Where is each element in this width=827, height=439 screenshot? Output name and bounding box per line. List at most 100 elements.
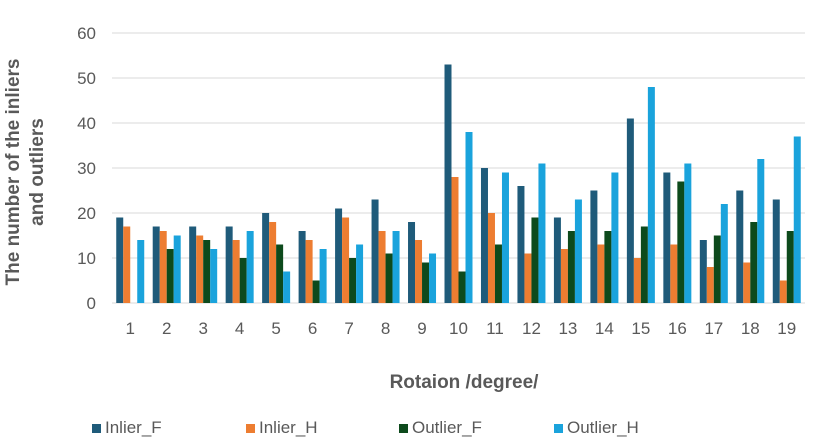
x-tick-label: 9 xyxy=(417,319,426,338)
bar-inlier-h xyxy=(743,262,751,303)
bar-inlier-h xyxy=(415,240,423,303)
y-tick-label: 50 xyxy=(77,69,96,88)
bar-inlier-f xyxy=(152,226,160,303)
y-tick-label: 20 xyxy=(77,204,96,223)
bar-outlier-f xyxy=(458,271,466,303)
y-tick-label: 0 xyxy=(87,294,96,313)
bar-outlier-h xyxy=(611,172,619,303)
bar-outlier-h xyxy=(793,136,801,303)
x-tick-label: 13 xyxy=(558,319,577,338)
bar-outlier-h xyxy=(319,249,327,303)
bar-inlier-f xyxy=(590,190,598,303)
bar-outlier-f xyxy=(750,222,758,303)
y-axis-ticks: 0 10 20 30 40 50 60 xyxy=(77,24,96,313)
bar-outlier-h xyxy=(137,240,145,303)
bar-outlier-f xyxy=(604,231,612,303)
legend-swatch xyxy=(92,424,101,433)
bar-inlier-f xyxy=(408,222,416,303)
bar-inlier-h xyxy=(560,249,568,303)
bar-inlier-h xyxy=(706,267,714,303)
bar-outlier-h xyxy=(538,163,546,303)
x-tick-label: 3 xyxy=(198,319,207,338)
bar-outlier-h xyxy=(574,199,582,303)
bar-outlier-h xyxy=(684,163,692,303)
bar-inlier-h xyxy=(342,217,350,303)
bar-outlier-f xyxy=(531,217,539,303)
bar-outlier-f xyxy=(349,258,357,303)
bar-outlier-h xyxy=(246,231,254,303)
bar-outlier-h xyxy=(283,271,291,303)
bar-inlier-h xyxy=(670,244,678,303)
bar-outlier-f xyxy=(385,253,393,303)
bar-inlier-h xyxy=(524,253,532,303)
bar-inlier-f xyxy=(480,168,488,303)
bar-outlier-f xyxy=(677,181,685,303)
x-tick-label: 4 xyxy=(235,319,244,338)
y-tick-label: 30 xyxy=(77,159,96,178)
bar-outlier-h xyxy=(757,159,765,303)
x-tick-label: 18 xyxy=(741,319,760,338)
bar-inlier-h xyxy=(487,213,495,303)
bar-inlier-f xyxy=(189,226,197,303)
bar-inlier-h xyxy=(196,235,204,303)
bar-inlier-f xyxy=(553,217,561,303)
bar-inlier-f xyxy=(517,186,525,303)
legend-label: Outlier_H xyxy=(567,418,639,437)
bar-outlier-h xyxy=(465,132,473,303)
x-tick-label: 6 xyxy=(308,319,317,338)
y-tick-label: 40 xyxy=(77,114,96,133)
x-tick-label: 12 xyxy=(522,319,541,338)
bar-inlier-f xyxy=(371,199,379,303)
x-tick-label: 11 xyxy=(486,319,504,338)
bar-outlier-h xyxy=(720,204,728,303)
bar-outlier-f xyxy=(567,231,575,303)
bar-inlier-f xyxy=(262,213,270,303)
bar-outlier-h xyxy=(429,253,437,303)
bar-inlier-f xyxy=(663,172,671,303)
bar-inlier-f xyxy=(626,118,634,303)
bar-inlier-h xyxy=(451,177,459,303)
bar-inlier-h xyxy=(305,240,313,303)
bar-outlier-h xyxy=(356,244,364,303)
bar-outlier-f xyxy=(640,226,648,303)
x-tick-label: 10 xyxy=(449,319,468,338)
bar-outlier-f xyxy=(494,244,502,303)
x-tick-label: 19 xyxy=(777,319,796,338)
bar-outlier-f xyxy=(786,231,794,303)
y-tick-label: 60 xyxy=(77,24,96,43)
bar-inlier-f xyxy=(298,231,306,303)
bar-inlier-f xyxy=(736,190,744,303)
legend-label: Inlier_H xyxy=(259,418,318,437)
legend-label: Inlier_F xyxy=(105,418,162,437)
x-axis-ticks: 1 2 3 4 5 6 7 8 9 10 11 12 13 14 15 16 17 18 19 xyxy=(126,319,797,338)
bar-outlier-h xyxy=(392,231,400,303)
bar-inlier-f xyxy=(444,64,452,303)
bar-outlier-f xyxy=(276,244,284,303)
bar-inlier-h xyxy=(232,240,240,303)
x-tick-label: 17 xyxy=(704,319,723,338)
x-tick-label: 2 xyxy=(162,319,171,338)
bar-outlier-h xyxy=(210,249,218,303)
x-tick-label: 1 xyxy=(126,319,135,338)
y-axis-title-line-2: and outliers xyxy=(27,118,48,226)
bar-inlier-h xyxy=(378,231,386,303)
bar-inlier-f xyxy=(335,208,343,303)
x-tick-label: 16 xyxy=(668,319,687,338)
bars xyxy=(116,64,801,303)
x-tick-label: 7 xyxy=(344,319,353,338)
bar-inlier-h xyxy=(269,222,277,303)
legend-swatch xyxy=(554,424,563,433)
y-axis-title: The number of the inliers and outliers xyxy=(3,59,48,286)
bar-outlier-f xyxy=(239,258,247,303)
bar-inlier-f xyxy=(116,217,124,303)
bar-inlier-f xyxy=(225,226,233,303)
bar-inlier-h xyxy=(123,226,131,303)
legend-swatch xyxy=(399,424,408,433)
bar-outlier-f xyxy=(166,249,174,303)
x-axis-title: Rotaion /degree/ xyxy=(390,372,540,393)
x-tick-label: 8 xyxy=(381,319,390,338)
y-axis-title-line-1: The number of the inliers xyxy=(3,59,24,286)
x-tick-label: 14 xyxy=(595,319,614,338)
